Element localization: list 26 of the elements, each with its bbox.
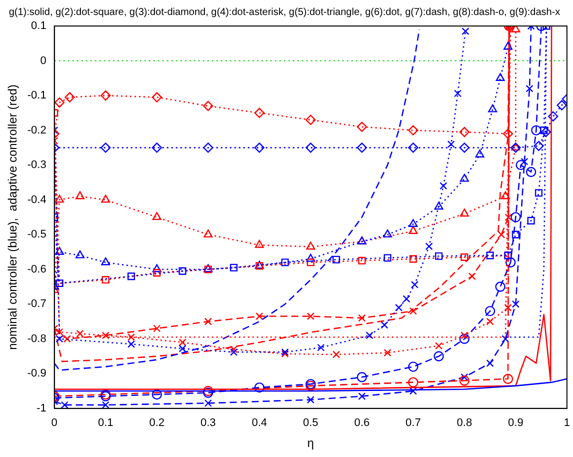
y-tick-label: -0.6 (27, 263, 46, 276)
x-tick-label: 0.5 (303, 417, 318, 430)
x-tick-label: 0.7 (406, 417, 421, 430)
y-tick-label: -1 (36, 402, 46, 414)
x-tick-label: 0.4 (252, 417, 268, 430)
x-axis-title: η (307, 436, 314, 450)
x-tick-label: 0.3 (200, 417, 216, 430)
y-tick-label: -0.2 (27, 124, 46, 136)
x-tick-label: 0.2 (149, 417, 165, 430)
y-axis-title: nominal controller (blue), adaptive controller (red) (6, 84, 20, 350)
x-tick-label: 0.1 (98, 417, 114, 430)
y-tick-label: -0.7 (27, 298, 46, 310)
x-tick-label: 0.9 (508, 417, 524, 430)
y-tick-label: -0.5 (27, 228, 46, 241)
x-tick-label: 0 (51, 417, 58, 430)
x-tick-label: 0.8 (456, 417, 472, 430)
y-tick-label: -0.3 (27, 159, 46, 172)
y-tick-label: -0.9 (27, 368, 46, 380)
y-tick-label: -0.1 (27, 90, 46, 102)
y-tick-label: 0.1 (31, 20, 46, 32)
y-tick-label: -0.8 (27, 332, 46, 345)
y-tick-label: 0 (40, 54, 46, 67)
x-tick-label: 0.6 (354, 417, 370, 430)
x-tick-label: 1 (564, 417, 570, 430)
y-tick-label: -0.4 (27, 194, 46, 206)
chart-title: g(1):solid, g(2):dot-square, g(3):dot-diamond, g(4):dot-asterisk, g(5):dot-triangle, g(6):dot, g(7):dash, g(8):dash-o, g(9):dash-x (8, 6, 560, 18)
